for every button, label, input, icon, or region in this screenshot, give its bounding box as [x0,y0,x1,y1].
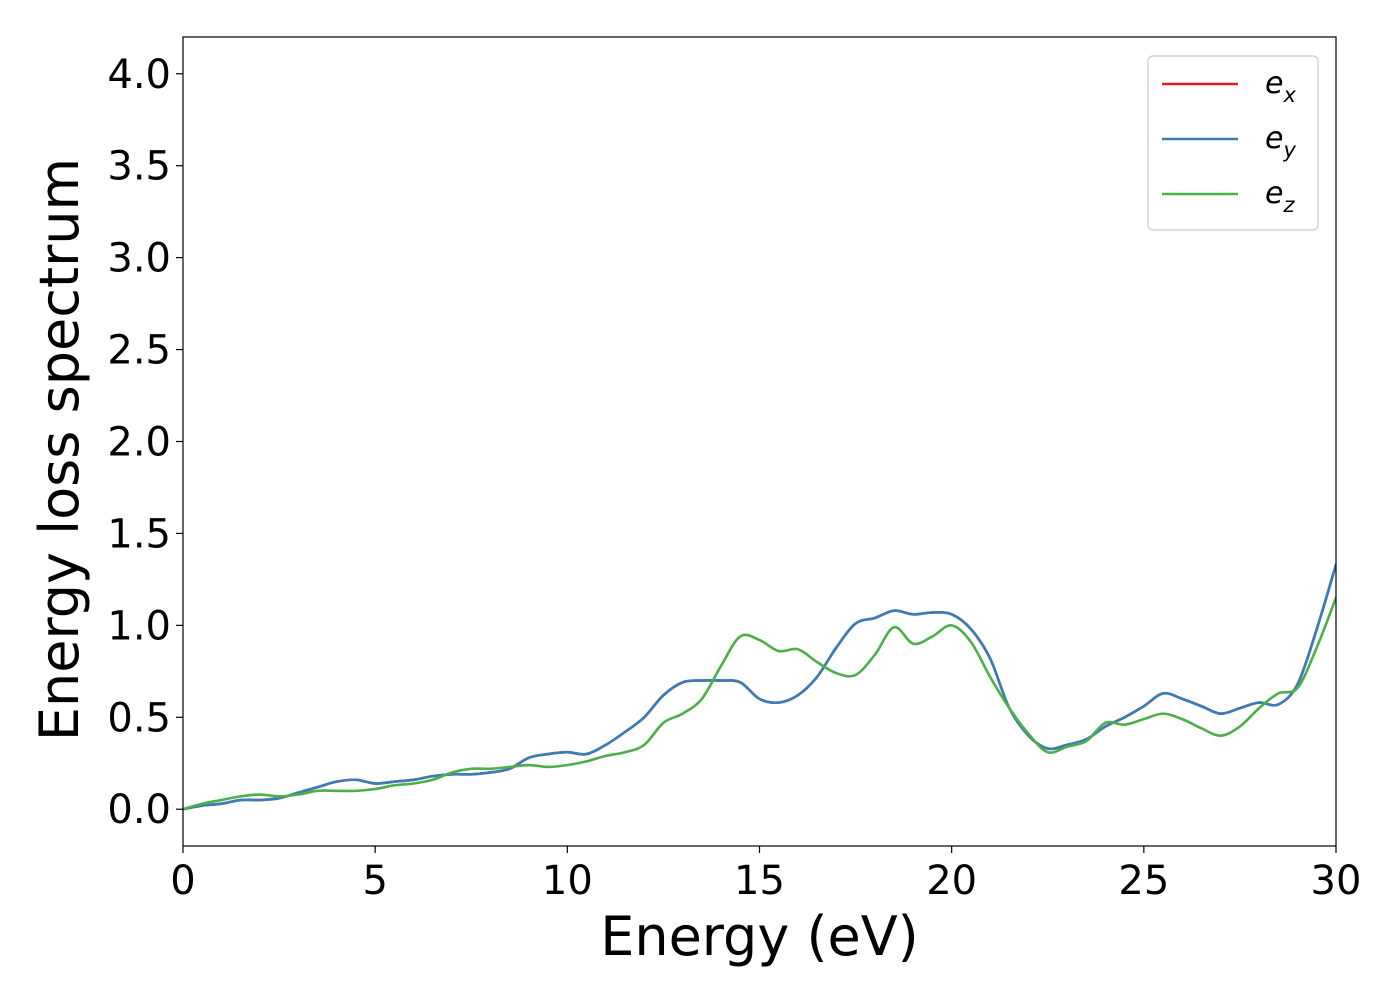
y-axis: 0.0 0.5 1.0 1.5 2.0 2.5 3.0 3.5 4.0 [107,52,183,833]
y-tick-label: 3.5 [107,144,171,190]
x-tick-label: 0 [170,858,195,904]
y-tick-label: 3.0 [107,236,171,282]
series-line-z [183,596,1336,811]
legend-box [1147,55,1319,231]
x-tick-label: 15 [734,858,785,904]
legend-label-y: ey [1265,121,1296,162]
x-axis-title: Energy (eV) [600,905,919,968]
legend-label-x: ex [1265,66,1296,107]
y-tick-label: 4.0 [107,52,171,98]
y-tick-label: 0.5 [107,695,171,741]
x-tick-label: 25 [1118,858,1169,904]
x-tick-label: 10 [542,858,593,904]
y-tick-label: 2.5 [107,328,171,374]
plot-lines [183,563,1336,811]
series-line-y [183,563,1336,811]
y-tick-label: 2.0 [107,420,171,466]
y-tick-label: 0.0 [107,787,171,833]
legend: ex ey ez [1147,55,1319,231]
x-axis: 0 5 10 15 20 25 30 [170,846,1361,904]
x-tick-label: 20 [926,858,977,904]
y-tick-label: 1.5 [107,511,171,557]
y-tick-label: 1.0 [107,603,171,649]
x-tick-label: 30 [1311,858,1362,904]
legend-label-z: ez [1265,176,1295,217]
x-tick-label: 5 [362,858,387,904]
y-axis-title: Energy loss spectrum [28,158,91,741]
